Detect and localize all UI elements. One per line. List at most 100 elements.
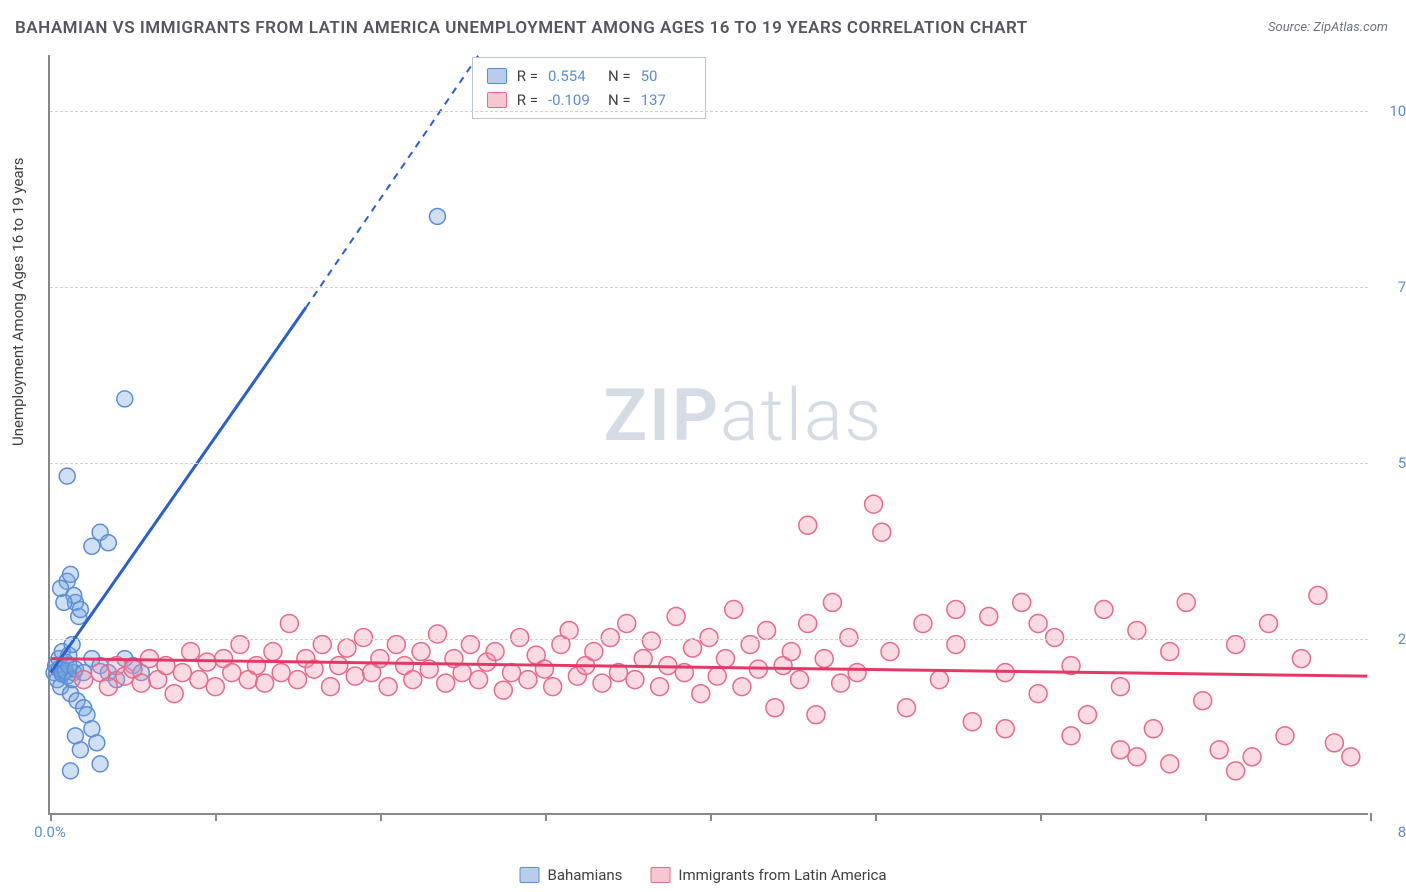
scatter-point-latin_america — [898, 699, 916, 717]
scatter-point-latin_america — [1128, 622, 1146, 640]
scatter-point-latin_america — [823, 593, 841, 611]
scatter-point-latin_america — [544, 678, 562, 696]
chart-title: BAHAMIAN VS IMMIGRANTS FROM LATIN AMERIC… — [15, 18, 1028, 38]
x-tick — [710, 813, 712, 821]
scatter-point-latin_america — [338, 639, 356, 657]
scatter-point-latin_america — [1046, 629, 1064, 647]
stats-n-value: 50 — [641, 64, 691, 88]
x-tick — [50, 813, 52, 821]
scatter-point-latin_america — [618, 615, 636, 633]
scatter-point-latin_america — [503, 664, 521, 682]
scatter-point-latin_america — [206, 678, 224, 696]
stats-swatch — [487, 68, 507, 84]
stats-n-value: 137 — [641, 88, 691, 112]
scatter-point-latin_america — [914, 615, 932, 633]
scatter-point-latin_america — [799, 516, 817, 534]
stats-n-label: N = — [608, 64, 631, 88]
scatter-point-latin_america — [354, 629, 372, 647]
x-tick — [545, 813, 547, 821]
scatter-point-latin_america — [700, 629, 718, 647]
x-tick — [1370, 813, 1372, 821]
scatter-point-latin_america — [560, 622, 578, 640]
y-axis-label: Unemployment Among Ages 16 to 19 years — [9, 158, 27, 446]
scatter-point-latin_america — [511, 629, 529, 647]
scatter-point-latin_america — [1276, 727, 1294, 745]
scatter-point-latin_america — [1260, 615, 1278, 633]
trend-line-bahamians — [51, 308, 306, 673]
stats-box: R =0.554N =50R =-0.109N =137 — [472, 57, 706, 119]
gridline-h — [50, 287, 1368, 288]
scatter-point-bahamians — [53, 580, 69, 596]
scatter-point-latin_america — [346, 667, 364, 685]
legend-label: Immigrants from Latin America — [678, 866, 886, 884]
scatter-point-latin_america — [247, 657, 265, 675]
scatter-point-bahamians — [84, 538, 100, 554]
scatter-point-latin_america — [782, 643, 800, 661]
x-tick — [875, 813, 877, 821]
stats-r-value: 0.554 — [548, 64, 598, 88]
scatter-point-latin_america — [848, 664, 866, 682]
scatter-point-latin_america — [758, 622, 776, 640]
stats-row: R =0.554N =50 — [487, 64, 691, 88]
scatter-point-bahamians — [72, 742, 88, 758]
scatter-point-latin_america — [165, 685, 183, 703]
legend-swatch — [520, 867, 540, 883]
scatter-point-latin_america — [280, 615, 298, 633]
scatter-point-latin_america — [1111, 678, 1129, 696]
scatter-point-latin_america — [1194, 692, 1212, 710]
scatter-point-latin_america — [494, 681, 512, 699]
gridline-h — [50, 639, 1368, 640]
source-attribution: Source: ZipAtlas.com — [1268, 20, 1388, 35]
scatter-point-latin_america — [601, 629, 619, 647]
scatter-point-latin_america — [1210, 741, 1228, 759]
scatter-point-latin_america — [1161, 755, 1179, 773]
scatter-point-latin_america — [1144, 720, 1162, 738]
scatter-point-latin_america — [272, 664, 290, 682]
y-tick-label: 75.0% — [1378, 278, 1406, 296]
scatter-point-latin_america — [486, 643, 504, 661]
scatter-point-latin_america — [1292, 650, 1310, 668]
scatter-point-latin_america — [963, 713, 981, 731]
scatter-point-latin_america — [223, 664, 241, 682]
plot-area: ZIPatlas R =0.554N =50R =-0.109N =137 25… — [48, 55, 1368, 815]
scatter-point-latin_america — [840, 629, 858, 647]
x-tick-label: 80.0% — [1378, 823, 1406, 841]
scatter-point-latin_america — [725, 600, 743, 618]
scatter-point-latin_america — [1325, 734, 1343, 752]
scatter-point-latin_america — [799, 615, 817, 633]
scatter-point-latin_america — [1111, 741, 1129, 759]
scatter-point-latin_america — [404, 671, 422, 689]
scatter-point-latin_america — [453, 664, 471, 682]
scatter-point-latin_america — [322, 678, 340, 696]
stats-r-value: -0.109 — [548, 88, 598, 112]
scatter-point-bahamians — [59, 468, 75, 484]
legend-item: Immigrants from Latin America — [650, 866, 886, 884]
scatter-point-latin_america — [1128, 748, 1146, 766]
scatter-point-bahamians — [56, 594, 72, 610]
y-tick-label: 25.0% — [1378, 630, 1406, 648]
scatter-point-bahamians — [72, 601, 88, 617]
scatter-point-latin_america — [873, 523, 891, 541]
scatter-point-latin_america — [1013, 593, 1031, 611]
scatter-point-bahamians — [117, 391, 133, 407]
x-tick — [380, 813, 382, 821]
x-tick — [1040, 813, 1042, 821]
scatter-point-latin_america — [519, 671, 537, 689]
scatter-point-latin_america — [182, 643, 200, 661]
legend-swatch — [650, 867, 670, 883]
scatter-point-bahamians — [429, 208, 445, 224]
scatter-point-latin_america — [593, 674, 611, 692]
scatter-point-bahamians — [89, 735, 105, 751]
scatter-point-bahamians — [63, 566, 79, 582]
scatter-point-latin_america — [173, 664, 191, 682]
scatter-point-latin_america — [1177, 593, 1195, 611]
scatter-point-latin_america — [1095, 600, 1113, 618]
scatter-point-latin_america — [1079, 706, 1097, 724]
stats-row: R =-0.109N =137 — [487, 88, 691, 112]
legend-label: Bahamians — [548, 866, 623, 884]
scatter-point-latin_america — [684, 639, 702, 657]
x-tick — [215, 813, 217, 821]
scatter-point-latin_america — [667, 608, 685, 626]
scatter-point-latin_america — [75, 671, 93, 689]
scatter-point-latin_america — [1161, 643, 1179, 661]
